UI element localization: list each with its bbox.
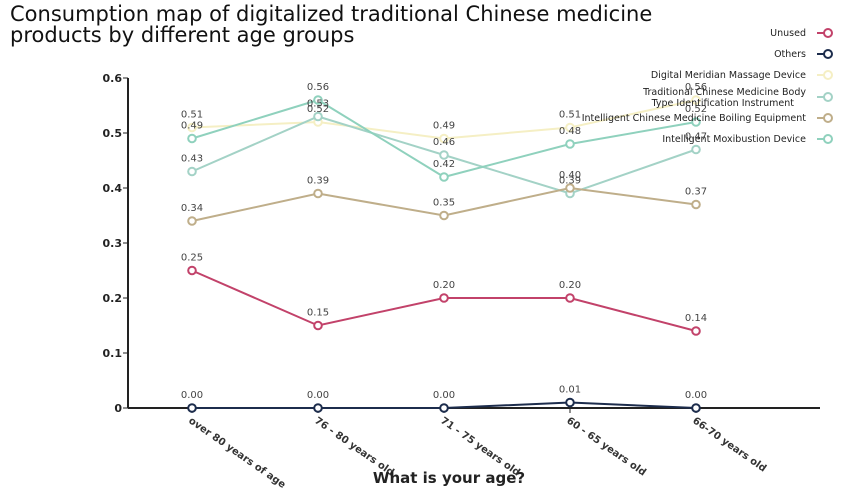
x-tick-label: 60 - 65 years old bbox=[564, 415, 648, 478]
data-point bbox=[691, 95, 701, 105]
data-label: 0.39 bbox=[307, 176, 329, 187]
data-point bbox=[313, 95, 323, 105]
data-point bbox=[439, 133, 449, 144]
data-label: 0.25 bbox=[181, 253, 203, 264]
data-point bbox=[439, 293, 449, 303]
data-point bbox=[313, 403, 323, 413]
data-label: 0.48 bbox=[559, 126, 581, 137]
data-label: 0.52 bbox=[685, 104, 707, 115]
x-tick-label: over 80 years of age bbox=[186, 415, 287, 491]
data-point bbox=[565, 139, 575, 149]
data-label: 0.37 bbox=[685, 187, 707, 198]
data-point bbox=[565, 183, 575, 193]
data-point bbox=[439, 172, 449, 182]
y-tick-label: 0.2 bbox=[103, 292, 123, 305]
data-label: 0.49 bbox=[181, 121, 203, 132]
y-tick-label: 0.4 bbox=[103, 182, 123, 195]
y-tick-label: 0 bbox=[114, 402, 122, 415]
data-label: 0.34 bbox=[181, 203, 203, 214]
data-point bbox=[439, 403, 449, 413]
data-label: 0.14 bbox=[685, 313, 707, 324]
data-point bbox=[187, 265, 197, 276]
data-label: 0.56 bbox=[685, 82, 707, 93]
legend-marker bbox=[823, 134, 833, 144]
data-label: 0.52 bbox=[307, 104, 329, 115]
data-label: 0.40 bbox=[559, 170, 581, 181]
data-label: 0.51 bbox=[559, 110, 581, 121]
data-label: 0.39 bbox=[559, 176, 581, 187]
data-point bbox=[565, 122, 575, 133]
data-label: 0.00 bbox=[433, 390, 455, 401]
legend-label: Others bbox=[774, 49, 806, 60]
data-point bbox=[187, 133, 197, 144]
legend-label: Intelligent Moxibustion Device bbox=[662, 134, 806, 145]
legend-label: Digital Meridian Massage Device bbox=[651, 70, 806, 81]
legend-label: Intelligent Chinese Medicine Boiling Equ… bbox=[582, 113, 807, 124]
chart-title: Consumption map of digitalized tradition… bbox=[10, 2, 653, 47]
legend-marker bbox=[823, 49, 833, 59]
data-label: 0.43 bbox=[181, 154, 203, 165]
data-label: 0.42 bbox=[433, 159, 455, 170]
data-label: 0.01 bbox=[559, 385, 581, 396]
data-point bbox=[565, 293, 575, 303]
data-point bbox=[187, 166, 197, 177]
data-label: 0.00 bbox=[307, 390, 329, 401]
legend-marker bbox=[823, 92, 833, 102]
data-label: 0.56 bbox=[307, 82, 329, 93]
data-label: 0.47 bbox=[685, 132, 707, 143]
data-point bbox=[691, 144, 701, 155]
legend-label: Unused bbox=[770, 28, 806, 39]
data-labels: 0.25 0.15 0.20 0.20 0.14 0.00 0.00 0.00 0.01 0.00… bbox=[181, 82, 707, 401]
legend-marker bbox=[823, 70, 833, 80]
data-point bbox=[313, 320, 323, 331]
data-label: 0.49 bbox=[433, 121, 455, 132]
data-label: 0.46 bbox=[433, 137, 455, 148]
data-point bbox=[691, 199, 701, 210]
data-label: 0.20 bbox=[433, 280, 455, 291]
data-point bbox=[565, 397, 575, 408]
data-point bbox=[439, 150, 449, 160]
series-lines bbox=[187, 95, 701, 413]
y-tick-label: 0.1 bbox=[103, 347, 123, 360]
data-point bbox=[691, 326, 701, 336]
legend-label: Traditional Chinese Medicine Body bbox=[642, 87, 806, 98]
y-tick-label: 0.5 bbox=[103, 127, 123, 140]
data-point bbox=[187, 216, 197, 226]
y-tick-label: 0.3 bbox=[103, 237, 123, 250]
data-point bbox=[187, 122, 197, 133]
data-point bbox=[187, 403, 197, 413]
y-tick-label: 0.6 bbox=[103, 72, 123, 85]
legend-label: Type Identification Instrument bbox=[651, 98, 795, 109]
x-tick-label: 66-70 years old bbox=[690, 415, 768, 474]
data-point bbox=[313, 111, 323, 122]
data-label: 0.20 bbox=[559, 280, 581, 291]
data-label: 0.00 bbox=[181, 390, 203, 401]
legend-marker bbox=[823, 113, 833, 123]
data-label: 0.00 bbox=[685, 390, 707, 401]
chart-legend: Unused Others Digital Meridian Massage Dev… bbox=[582, 28, 833, 145]
data-label: 0.53 bbox=[307, 99, 329, 110]
data-point bbox=[691, 117, 701, 127]
data-label: 0.15 bbox=[307, 308, 329, 319]
data-point bbox=[439, 210, 449, 221]
data-point bbox=[313, 188, 323, 199]
x-axis-title: What is your age? bbox=[373, 469, 525, 487]
legend-marker bbox=[823, 28, 833, 38]
data-point bbox=[691, 403, 701, 413]
data-label: 0.35 bbox=[433, 198, 455, 209]
data-label: 0.51 bbox=[181, 110, 203, 121]
